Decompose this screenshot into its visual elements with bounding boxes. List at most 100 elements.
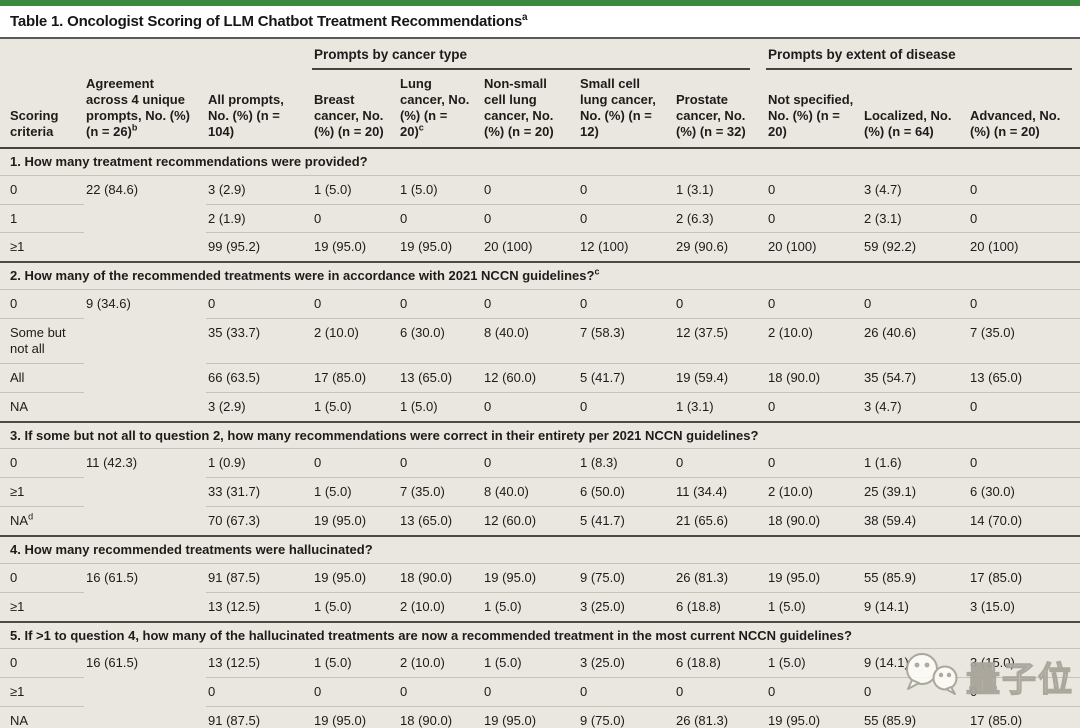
value-cell: 2 (10.0) [312,318,398,364]
column-header: Not specified, No. (%) (n = 20) [766,70,863,149]
value-cell: 0 [578,677,674,708]
table-head: Prompts by cancer type Prompts by extent … [0,39,1080,149]
agreement-cell: 16 (61.5) [86,569,139,585]
agreement-cell: 16 (61.5) [86,655,139,671]
value-cell: 19 (95.0) [398,232,482,263]
criteria-cell: 0 [0,175,84,205]
column-header: Agreement across 4 unique prompts, No. (… [84,70,206,149]
value-cell: 3 (25.0) [578,592,674,623]
green-accent-bar [0,0,1080,6]
criteria-cell: 0 [0,289,84,320]
table-row: 0 16 (61.5) 13 (12.5) 1 (5.0) 2 (10.0) 1 (5.0… [0,648,1080,679]
table-row: NA 91 (87.5) 19 (95.0) 18 (90.0) 19 (95.0) 9 … [0,706,1080,728]
value-cell: 13 (65.0) [968,363,1080,393]
table-row: ≥1 99 (95.2) 19 (95.0) 19 (95.0) 20 (100) 12 … [0,232,1080,263]
value-cell: 0 [674,448,767,479]
footnote-sup: c [418,122,424,133]
criteria-cell: 0 [0,448,84,479]
value-cell: 19 (95.0) [312,706,398,728]
value-cell: 0 [968,677,1080,708]
value-cell: 12 (100) [578,232,674,263]
value-cell: 0 [312,677,398,708]
section-header-row: 2. How many of the recommended treatment… [0,261,1080,291]
value-cell: 14 (70.0) [968,506,1080,537]
value-cell: 20 (100) [766,232,863,263]
section-header-row: 4. How many recommended treatments were … [0,534,1080,564]
criteria-cell: NAd [0,506,84,537]
value-cell: 0 [674,289,767,320]
value-cell: 1 (5.0) [398,175,482,205]
column-header: Prostate cancer, No. (%) (n = 32) [674,70,767,149]
value-cell: 18 (90.0) [766,506,863,537]
value-cell: 0 [312,204,398,234]
value-cell: 0 [766,677,863,708]
value-cell: 0 [482,175,578,205]
value-cell: 26 (81.3) [674,706,767,728]
table-row: ≥1 0 0 0 0 0 0 0 0 0 [0,677,1080,708]
value-cell: 0 [578,289,674,320]
value-cell: 0 [968,175,1080,205]
value-cell: 0 [766,175,863,205]
criteria-cell: ≥1 [0,232,84,263]
value-cell: 29 (90.6) [674,232,767,263]
criteria-cell: NA [0,392,84,423]
criteria-cell: 0 [0,648,84,679]
value-cell: 0 [398,204,482,234]
table-row: ≥1 33 (31.7) 1 (5.0) 7 (35.0) 8 (40.0) 6 (50.… [0,477,1080,508]
value-cell: 17 (85.0) [312,363,398,393]
value-cell: 19 (95.0) [766,706,863,728]
value-cell: 1 (8.3) [578,448,674,479]
value-cell: 0 [206,289,312,320]
value-cell: 12 (37.5) [674,318,767,364]
value-cell: 3 (2.9) [206,392,312,423]
column-header: Localized, No. (%) (n = 64) [862,70,969,149]
value-cell: 1 (5.0) [482,592,578,623]
group-header-spacer [0,39,312,70]
value-cell: 20 (100) [968,232,1080,263]
value-cell: 70 (67.3) [206,506,312,537]
value-cell: 66 (63.5) [206,363,312,393]
agreement-cell: 22 (84.6) [86,181,139,197]
group-header-label: Prompts by extent of disease [766,47,1073,71]
value-cell: 0 [398,289,482,320]
value-cell: 0 [398,677,482,708]
value-cell: 2 (10.0) [398,648,482,679]
value-cell: 19 (95.0) [312,506,398,537]
value-cell: 0 [766,204,863,234]
value-cell: 0 [312,448,398,479]
table-title-text: Table 1. Oncologist Scoring of LLM Chatb… [10,13,523,30]
section-header-row: 5. If >1 to question 4, how many of the … [0,620,1080,650]
value-cell: 1 (0.9) [206,448,312,479]
table-body: 1. How many treatment recommendations we… [0,146,1080,728]
value-cell: 19 (95.0) [312,232,398,263]
value-cell: 0 [968,392,1080,423]
value-cell: 1 (5.0) [766,648,863,679]
value-cell: 1 (3.1) [674,175,767,205]
value-cell: 17 (85.0) [968,706,1080,728]
value-cell: 2 (10.0) [766,318,863,364]
value-cell: 0 [968,448,1080,479]
value-cell: 20 (100) [482,232,578,263]
value-cell: 0 [578,392,674,423]
column-header-row: Scoring criteria Agreement across 4 uniqu… [0,70,1080,149]
value-cell: 0 [766,392,863,423]
value-cell: 19 (59.4) [674,363,767,393]
table-row: 0 16 (61.5) 91 (87.5) 19 (95.0) 18 (90.0) 19 … [0,563,1080,593]
scoring-table: Prompts by cancer type Prompts by extent … [0,39,1080,728]
value-cell: 3 (15.0) [968,648,1080,679]
section-header-row: 3. If some but not all to question 2, ho… [0,420,1080,450]
value-cell: 3 (2.9) [206,175,312,205]
footnote-sup: c [594,267,600,278]
value-cell: 3 (25.0) [578,648,674,679]
column-header: Small cell lung cancer, No. (%) (n = 12) [578,70,674,149]
value-cell: 1 (3.1) [674,392,767,423]
table-row: 0 22 (84.6) 3 (2.9) 1 (5.0) 1 (5.0) 0 0 1 (3.1)… [0,175,1080,205]
column-header: Non-small cell lung cancer, No. (%) (n =… [482,70,578,149]
table-title: Table 1. Oncologist Scoring of LLM Chatb… [0,6,1080,39]
value-cell: 0 [398,448,482,479]
footnote-sup: d [28,511,34,522]
value-cell: 91 (87.5) [206,563,312,593]
value-cell: 1 (1.6) [862,448,969,479]
value-cell: 8 (40.0) [482,477,578,508]
value-cell: 1 (5.0) [312,592,398,623]
